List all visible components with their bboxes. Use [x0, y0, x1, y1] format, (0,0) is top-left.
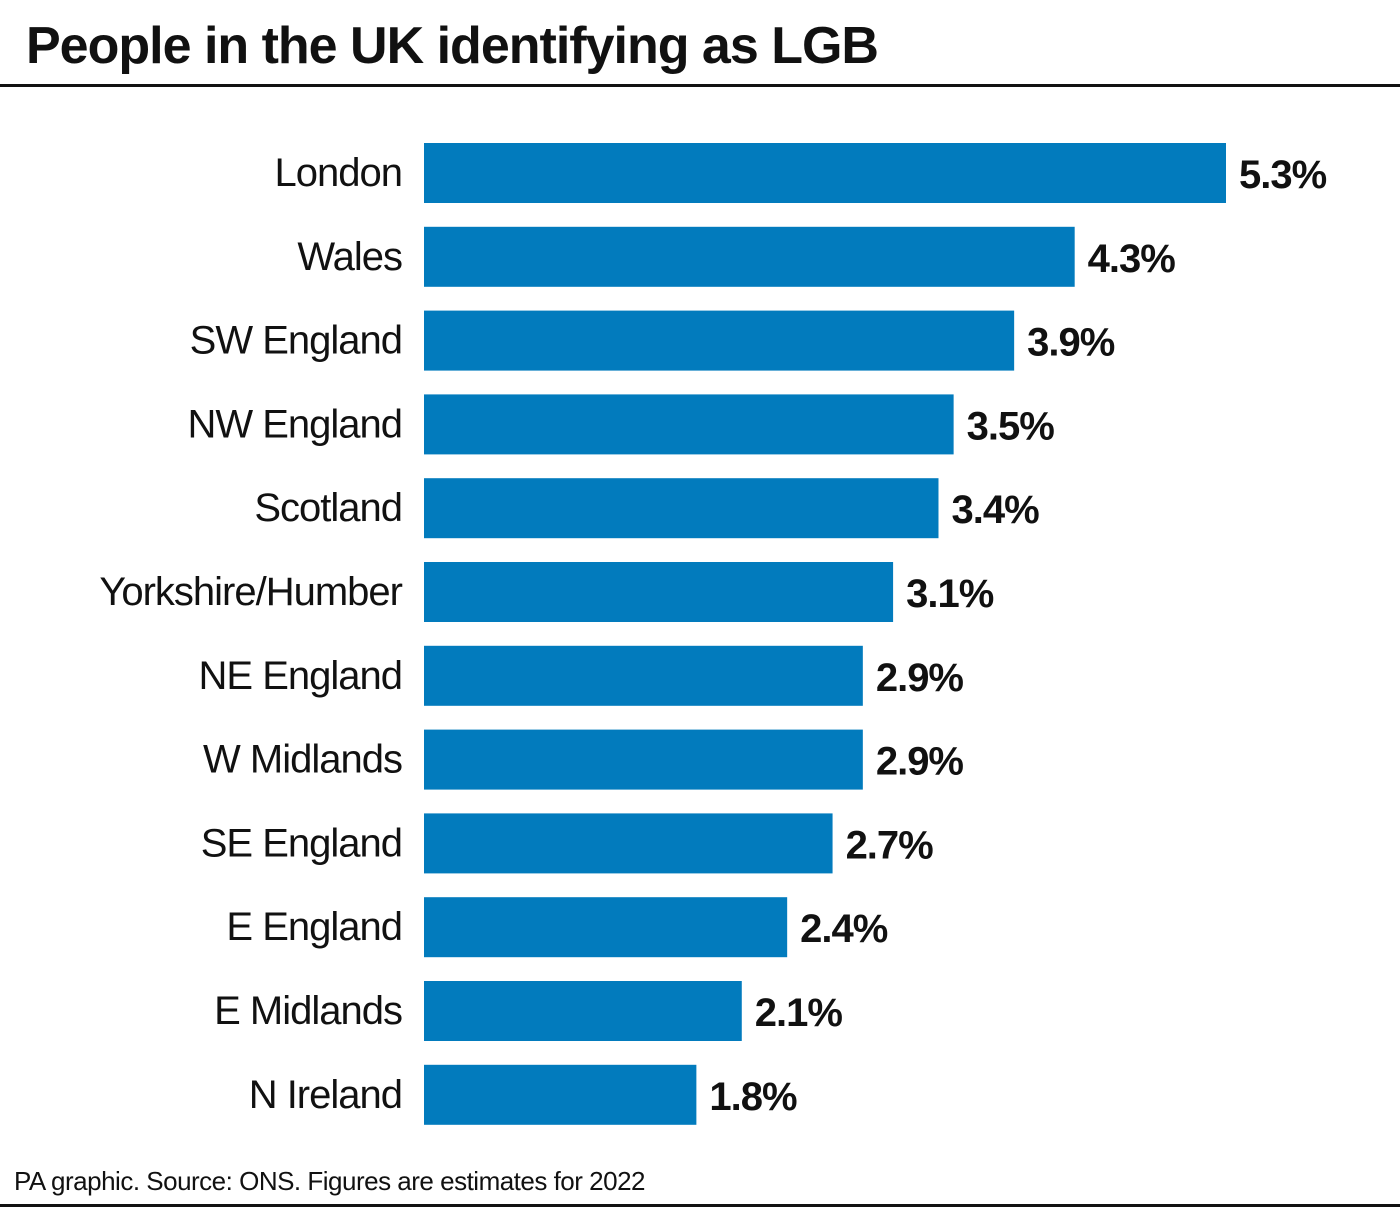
chart-title: People in the UK identifying as LGB — [26, 17, 879, 75]
bar — [424, 562, 894, 622]
bar — [424, 1064, 697, 1125]
category-label: E Midlands — [214, 989, 402, 1033]
value-label: 2.4% — [800, 907, 888, 951]
value-label: 3.5% — [967, 404, 1055, 448]
source-note: PA graphic. Source: ONS. Figures are est… — [14, 1166, 646, 1196]
category-label: N Ireland — [249, 1073, 402, 1117]
bar — [424, 394, 954, 455]
value-label: 2.7% — [846, 823, 934, 867]
value-label: 5.3% — [1239, 153, 1327, 197]
bar — [424, 729, 863, 790]
value-label: 2.9% — [876, 656, 964, 700]
value-label: 4.3% — [1088, 237, 1176, 281]
bar — [424, 981, 742, 1041]
category-label: W Midlands — [203, 738, 402, 782]
bar — [424, 310, 1015, 371]
bar — [424, 897, 788, 958]
category-label: E England — [226, 905, 402, 949]
value-label: 3.9% — [1027, 321, 1115, 365]
category-label: NW England — [187, 402, 402, 446]
bar — [424, 645, 863, 706]
title-divider — [0, 84, 1400, 87]
value-label: 2.1% — [755, 991, 843, 1035]
category-label: SE England — [201, 821, 402, 865]
category-label: NE England — [199, 654, 402, 698]
category-label: Scotland — [254, 486, 402, 530]
bar — [424, 813, 833, 874]
bar — [424, 478, 939, 539]
value-label: 3.1% — [906, 572, 994, 616]
bar — [424, 143, 1226, 203]
value-label: 1.8% — [709, 1075, 797, 1119]
category-label: Yorkshire/Humber — [99, 570, 402, 614]
value-label: 2.9% — [876, 740, 964, 784]
value-label: 3.4% — [951, 488, 1039, 532]
category-label: Wales — [297, 235, 402, 279]
category-label: London — [275, 151, 402, 195]
footer-divider — [0, 1204, 1400, 1207]
category-label: SW England — [190, 319, 402, 363]
bar — [424, 226, 1075, 287]
